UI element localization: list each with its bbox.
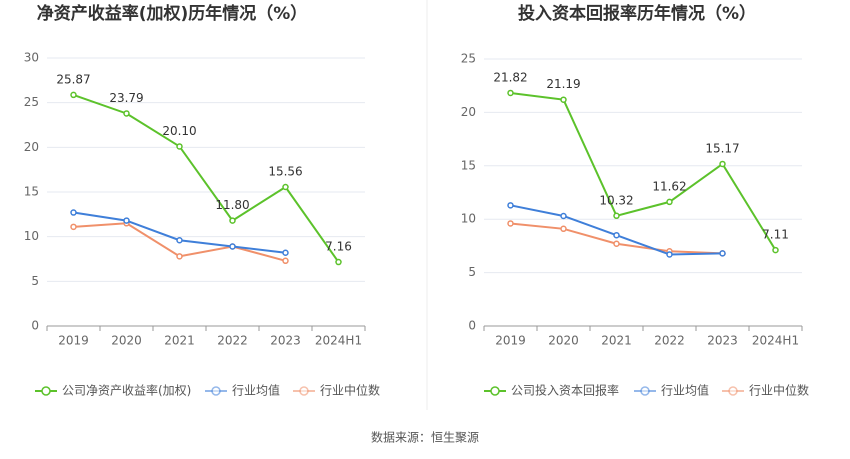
x-tick-label: 2023 [707,334,738,348]
data-label: 7.11 [762,228,789,242]
y-tick-label: 20 [24,140,39,154]
legend-label: 行业中位数 [320,383,380,398]
point [70,91,77,99]
legend-marker [640,386,650,396]
legend-marker [490,386,500,396]
point [123,110,130,117]
point [282,257,289,265]
x-tick-label: 2022 [217,334,248,348]
chart-title: 投入资本回报率历年情况（%） [518,3,756,24]
y-tick-label: 0 [31,319,39,333]
data-label: 21.82 [493,70,527,84]
point [282,249,289,256]
y-tick-label: 10 [461,212,476,226]
legend-label: 行业均值 [232,383,280,398]
y-tick-label: 15 [461,158,476,172]
data-label: 21.19 [546,77,580,91]
point [560,96,567,103]
legend-label: 行业中位数 [749,383,809,398]
series-line [73,93,340,263]
series-line [510,91,777,251]
x-tick-label: 2019 [58,334,89,348]
data-label: 20.10 [162,124,196,138]
data-label: 15.56 [268,164,302,178]
point [613,212,620,220]
x-tick-label: 2022 [654,334,685,348]
legend-label: 公司净资产收益率(加权) [62,383,191,398]
point [613,240,620,248]
point [507,220,514,227]
y-tick-label: 30 [24,51,39,65]
point [507,89,514,97]
point [176,253,183,260]
point [560,225,567,233]
point [719,160,726,168]
series-line [73,211,286,254]
x-tick-label: 2020 [548,334,579,348]
data-label: 11.80 [215,198,249,212]
point [772,246,779,254]
point [70,209,77,216]
x-tick-label: 2024H1 [752,334,799,348]
data-label: 7.16 [325,240,352,254]
y-tick-label: 0 [468,319,476,333]
data-label: 15.17 [705,141,739,155]
y-tick-label: 25 [461,52,476,66]
legend-label: 公司投入资本回报率 [511,383,619,398]
y-tick-label: 25 [24,95,39,109]
point [560,212,567,220]
legend-marker [728,386,738,396]
legend-marker [41,386,51,396]
point [229,243,236,250]
x-tick-label: 2021 [164,334,195,348]
source: 数据来源：恒生聚源 [371,430,479,445]
x-tick-label: 2021 [601,334,632,348]
data-label: 10.32 [599,193,633,207]
point [123,217,130,224]
data-label: 25.87 [56,72,90,86]
x-tick-label: 2023 [270,334,301,348]
point [335,258,342,266]
point [666,198,673,206]
x-tick-label: 2019 [495,334,526,348]
y-tick-label: 20 [461,105,476,119]
point [229,217,236,224]
point [176,236,183,244]
y-tick-label: 15 [24,185,39,199]
chart-title: 净资产收益率(加权)历年情况（%） [37,3,308,24]
legend-marker [211,386,221,396]
x-tick-label: 2024H1 [315,334,362,348]
data-label: 11.62 [652,179,686,193]
point [666,251,673,258]
point [282,183,289,191]
legend-marker [299,386,309,396]
point [70,223,77,231]
legend-label: 行业均值 [661,383,709,398]
point [507,202,514,209]
point [719,250,726,257]
data-label: 23.79 [109,91,143,105]
y-tick-label: 10 [24,229,39,243]
point [613,231,620,239]
y-tick-label: 5 [468,265,476,279]
x-tick-label: 2020 [111,334,142,348]
y-tick-label: 5 [31,274,39,288]
point [176,143,183,150]
